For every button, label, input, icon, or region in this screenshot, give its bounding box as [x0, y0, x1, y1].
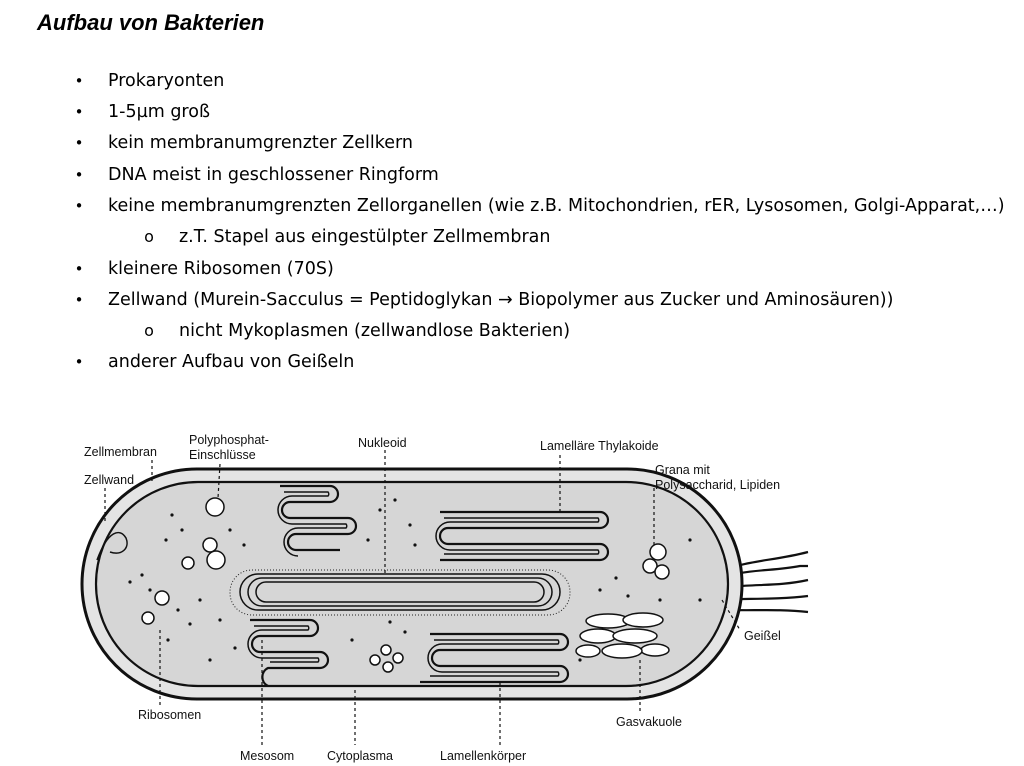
- list-item-text: kleinere Ribosomen (70S): [108, 259, 334, 279]
- bullet-marker: •: [74, 260, 84, 278]
- sub-bullet-marker: o: [144, 321, 154, 340]
- label-grana-line1: Grana mit: [655, 463, 710, 477]
- bullet-marker: •: [74, 134, 84, 152]
- thylakoid-lamellae: [435, 510, 610, 562]
- label-zellmembran: Zellmembran: [84, 445, 157, 459]
- sub-list-item: o z.T. Stapel aus eingestülpter Zellmembr…: [144, 227, 551, 247]
- list-item-text: Zellwand (Murein-Sacculus = Peptidoglyka…: [108, 290, 894, 310]
- grana: [642, 543, 670, 580]
- bullet-marker: •: [74, 72, 84, 90]
- list-item: • DNA meist in geschlossener Ringform: [75, 165, 439, 185]
- list-item: • keine membranumgrenzten Zellorganellen …: [75, 196, 1005, 216]
- label-zellwand: Zellwand: [84, 473, 134, 487]
- bullet-marker: •: [74, 166, 84, 184]
- polyphosphate-inclusions: [141, 497, 404, 673]
- label-geissel: Geißel: [744, 629, 781, 643]
- list-item-text: keine membranumgrenzten Zellorganellen (…: [108, 196, 1005, 216]
- label-ribosomen: Ribosomen: [138, 708, 201, 722]
- upper-membrane-folds: [277, 484, 358, 557]
- lamellar-body: [420, 632, 570, 684]
- page-title: Aufbau von Bakterien: [37, 10, 265, 35]
- bullet-marker: •: [74, 291, 84, 309]
- list-item-text: z.T. Stapel aus eingestülpter Zellmembra…: [179, 227, 551, 247]
- list-item: • kleinere Ribosomen (70S): [75, 259, 334, 279]
- list-item: • kein membranumgrenzter Zellkern: [75, 133, 413, 153]
- gas-vacuoles: [575, 612, 670, 659]
- list-item: • Zellwand (Murein-Sacculus = Peptidoglyk…: [75, 290, 894, 310]
- label-thylakoide: Lamelläre Thylakoide: [540, 439, 659, 453]
- wall-invagination: [96, 531, 128, 561]
- label-lamellenkoerper: Lamellenkörper: [440, 749, 526, 763]
- label-gasvakuole: Gasvakuole: [616, 715, 682, 729]
- label-grana-line2: Polysaccharid, Lipiden: [655, 478, 780, 492]
- list-item-text: DNA meist in geschlossener Ringform: [108, 165, 439, 185]
- list-item-text: 1-5µm groß: [108, 102, 210, 122]
- bullet-marker: •: [74, 103, 84, 121]
- label-nukleoid: Nukleoid: [358, 436, 407, 450]
- label-polyphosphat-line1: Polyphosphat-: [189, 433, 269, 447]
- sub-bullet-marker: o: [144, 227, 154, 246]
- label-mesosom: Mesosom: [240, 749, 294, 763]
- mesosome: [247, 618, 330, 687]
- bullet-marker: •: [74, 197, 84, 215]
- list-item: • 1-5µm groß: [75, 102, 210, 122]
- bullet-marker: •: [74, 353, 84, 371]
- list-item-text: Prokaryonten: [108, 71, 225, 91]
- leader-lines: [104, 450, 741, 745]
- list-item-text: kein membranumgrenzter Zellkern: [108, 133, 413, 153]
- ribosomes: [128, 498, 702, 662]
- list-item-text: anderer Aufbau von Geißeln: [108, 352, 355, 372]
- nucleoid: [229, 569, 571, 616]
- cell-membrane: [94, 480, 730, 688]
- list-item: • anderer Aufbau von Geißeln: [75, 352, 355, 372]
- list-item: • Prokaryonten: [75, 71, 225, 91]
- label-cytoplasma: Cytoplasma: [327, 749, 393, 763]
- list-item-text: nicht Mykoplasmen (zellwandlose Bakterie…: [179, 321, 571, 341]
- sub-list-item: o nicht Mykoplasmen (zellwandlose Bakteri…: [144, 321, 571, 341]
- label-polyphosphat-line2: Einschlüsse: [189, 448, 256, 462]
